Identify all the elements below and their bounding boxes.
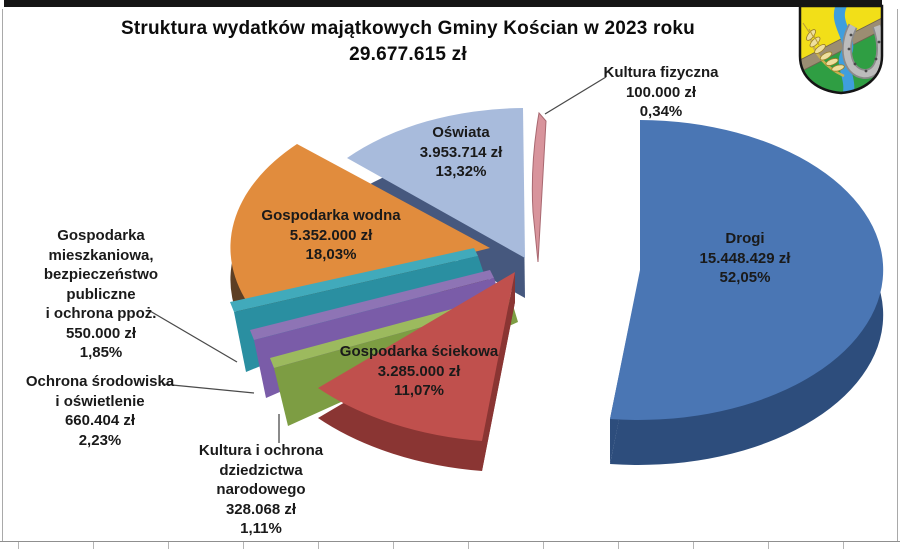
label-srodowiska: Ochrona środowiska i oświetlenie 660.404… [26,372,174,450]
label-line: Gospodarka wodna [261,207,401,224]
label-line: 5.352.000 zł [289,226,373,244]
label-line: Gospodarka ściekowa [339,343,499,360]
table-tick [843,542,844,549]
label-mieszkaniowa: Gospodarka mieszkaniowa, bezpieczeństwo … [44,226,158,363]
label-line: 1,85% [79,344,123,361]
label-line: 550.000 zł [65,324,137,342]
pie-slice-oswiata-top [347,108,525,258]
table-tick [243,542,244,549]
label-line: 11,07% [393,382,445,399]
table-tick [93,542,94,549]
pie-slice-kultura-fizyczna [531,111,547,263]
shield-outline [798,4,884,95]
table-tick [768,542,769,549]
label-line: i oświetlenie [55,392,145,410]
pie-slice-sciekowa-cut [482,272,515,471]
label-line: 15.448.429 zł [699,249,791,267]
pie-slice-srodowiska-top [250,270,494,340]
label-line: 100.000 zł [625,83,697,101]
label-line: Kultura i ochrona [198,442,324,459]
table-tick [318,542,319,549]
label-line: 1,11% [240,520,282,537]
label-line: 3.285.000 zł [377,362,461,380]
chart-title-line2: 29.677.615 zł [349,44,467,65]
label-kultura-fizyczna: Kultura fizyczna 100.000 zł 0,34% [603,63,718,122]
label-line: Kultura fizyczna [603,64,719,81]
horseshoe-nail-holes [847,33,881,73]
leader-line-kultura-fizyczna [544,76,607,115]
page-border-left [2,9,3,542]
page-border-right [897,9,898,542]
chart-title: Struktura wydatków majątkowych Gminy Koś… [121,16,695,68]
label-wodna: Gospodarka wodna 5.352.000 zł 18,03% [261,206,400,265]
wheat-ear-icon [802,22,845,78]
label-line: 2,23% [78,431,122,449]
pie-slice-wodna-top [230,144,490,308]
label-line: 52,05% [719,269,771,286]
pie-slice-sciekowa-top [318,272,515,441]
leader-line-mieszkaniowa [149,310,238,363]
pie-slice-drogi-top [610,120,884,420]
leader-line-srodowiska [161,383,255,394]
label-line: dziedzictwa [219,461,303,479]
label-line: Gospodarka [57,227,145,244]
top-scan-strip [4,0,882,7]
label-line: Ochrona środowiska [25,373,175,390]
label-line: publiczne [66,285,136,303]
pie-slice-mieszkaniowa-top [230,248,478,312]
label-line: narodowego [216,481,306,498]
label-drogi: Drogi 15.448.429 zł 52,05% [700,229,791,288]
label-line: i ochrona ppoż. [45,305,157,322]
table-tick [468,542,469,549]
label-line: 328.068 zł [225,500,297,518]
table-tick [693,542,694,549]
label-line: Oświata [432,124,490,141]
label-line: 660.404 zł [64,412,136,429]
chart-title-line1: Struktura wydatków majątkowych Gminy Koś… [121,18,695,39]
label-line: mieszkaniowa, [48,246,154,264]
label-line: 13,32% [435,163,487,180]
label-oswiata: Oświata 3.953.714 zł 13,32% [420,123,503,182]
table-tick [618,542,619,549]
label-line: 0,34% [639,103,683,120]
table-tick [393,542,394,549]
label-line: Drogi [725,230,765,247]
table-tick [543,542,544,549]
label-sciekowa: Gospodarka ściekowa 3.285.000 zł 11,07% [340,342,498,401]
table-tick [18,542,19,549]
label-line: 18,03% [305,246,357,263]
table-tick [168,542,169,549]
label-line: bezpieczeństwo [43,266,159,283]
page-border-bottom [0,541,900,542]
coat-of-arms-koscian [798,4,884,95]
label-dziedzictwa: Kultura i ochrona dziedzictwa narodowego… [199,441,323,539]
label-line: 3.953.714 zł [419,143,503,161]
